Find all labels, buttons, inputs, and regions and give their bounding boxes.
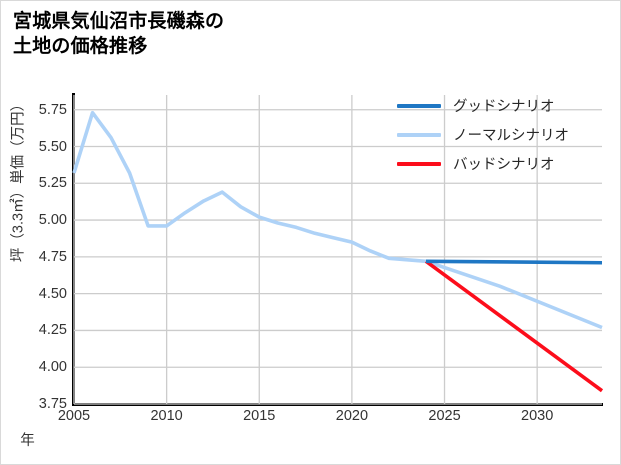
y-axis-tick-label: 4.75 xyxy=(38,248,67,265)
x-axis-label: 年 xyxy=(1,429,620,450)
x-axis-tick-label: 2015 xyxy=(243,408,276,424)
plot-area xyxy=(72,95,604,405)
x-axis-tick-label: 2025 xyxy=(428,408,461,424)
legend-label: バッドシナリオ xyxy=(453,157,555,173)
y-axis-tick-label: 3.75 xyxy=(38,396,67,412)
y-axis-tick-label: 5.50 xyxy=(38,138,67,155)
chart-title: 宮城県気仙沼市長磯森の 土地の価格推移 xyxy=(13,11,225,58)
legend-item[interactable]: バッドシナリオ xyxy=(397,149,603,178)
y-axis-label: 坪（3.3㎡）単価（万円） xyxy=(10,96,27,263)
legend-label: グッドシナリオ xyxy=(453,99,555,115)
series-lines xyxy=(72,110,604,393)
legend-color-swatch xyxy=(397,161,441,166)
y-axis-tick-label: 4.25 xyxy=(38,322,67,339)
y-axis-tick-label: 5.25 xyxy=(38,175,67,192)
y-axis-tick-label: 4.50 xyxy=(38,285,67,302)
series-line xyxy=(72,110,603,330)
legend-label: ノーマルシナリオ xyxy=(453,128,569,144)
chart-legend: グッドシナリオ ノーマルシナリオ バッドシナリオ xyxy=(397,91,603,178)
y-axis-tick-label: 5.75 xyxy=(38,101,67,118)
legend-color-swatch xyxy=(397,132,441,137)
x-axis-tick-label: 2010 xyxy=(150,408,183,424)
y-axis-tick-label: 5.00 xyxy=(38,212,67,229)
series-line xyxy=(424,259,604,393)
legend-item[interactable]: グッドシナリオ xyxy=(397,91,603,120)
x-axis-tick-label: 2005 xyxy=(57,408,91,424)
x-axis-tick-label: 2020 xyxy=(335,408,369,424)
legend-item[interactable]: ノーマルシナリオ xyxy=(397,120,603,149)
x-axis-label-text: 年 xyxy=(20,433,35,449)
x-axis-tick-label: 2030 xyxy=(521,408,554,424)
series-line xyxy=(425,259,603,265)
y-axis-tick-label: 4.00 xyxy=(38,359,67,376)
legend-color-swatch xyxy=(397,103,441,108)
